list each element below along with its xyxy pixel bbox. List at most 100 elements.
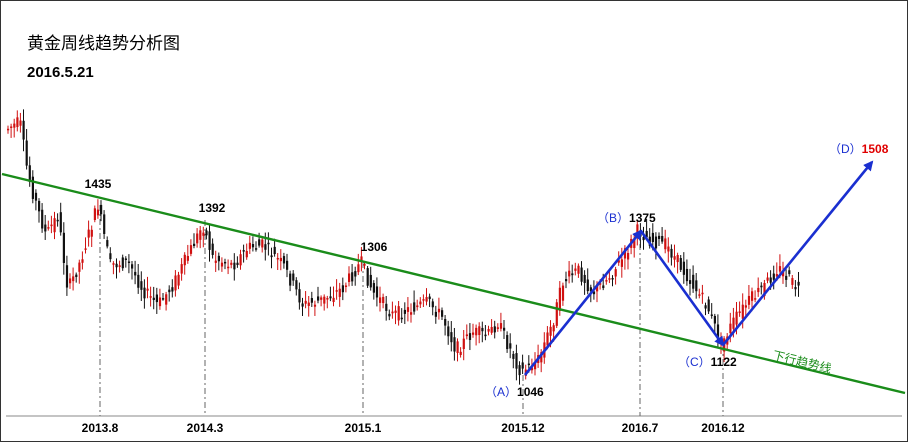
candle	[233, 253, 236, 281]
candle	[127, 254, 131, 274]
candle-body	[431, 301, 434, 308]
x-axis: 2013.8 2014.3 2015.1 2015.12 2016.7 2016.12	[82, 421, 745, 435]
candle	[797, 271, 800, 297]
candle	[59, 202, 62, 236]
candle	[326, 295, 329, 309]
candle-body	[658, 235, 661, 239]
candle	[25, 128, 28, 170]
candle-body	[379, 297, 382, 303]
candle-body	[732, 317, 735, 329]
candle-body	[503, 327, 506, 331]
candle	[794, 280, 797, 297]
candle-body	[664, 238, 667, 250]
candle-body	[56, 219, 59, 222]
candle-body	[623, 248, 627, 259]
candle	[84, 237, 87, 254]
candle	[413, 290, 416, 315]
candle	[667, 237, 670, 263]
candle	[627, 247, 630, 270]
candle-body	[230, 262, 233, 265]
x-tick-label: 2015.12	[501, 421, 545, 435]
candle	[670, 244, 673, 266]
candle	[394, 305, 397, 325]
candle	[56, 213, 59, 227]
candle	[428, 293, 431, 307]
candle	[270, 247, 273, 269]
candle-body	[261, 239, 264, 248]
wave-arrow	[721, 160, 874, 346]
candle	[292, 270, 295, 286]
candle	[124, 256, 127, 268]
candle	[689, 268, 692, 296]
candle-body	[205, 230, 208, 236]
candle	[391, 301, 394, 319]
candle-body	[751, 291, 754, 301]
candles	[7, 109, 800, 385]
candle	[338, 282, 341, 307]
candle-body	[162, 298, 165, 300]
candle-body	[490, 326, 493, 333]
candle	[34, 189, 38, 211]
price-label: 1435	[85, 177, 112, 191]
candle	[788, 266, 791, 277]
candle-body	[735, 311, 738, 325]
price-value: 1375	[629, 211, 656, 225]
candle-body	[326, 298, 329, 300]
candle	[13, 118, 16, 138]
candle-body	[7, 128, 10, 131]
candle-body	[44, 224, 47, 232]
candle	[53, 211, 56, 240]
candle	[583, 270, 586, 295]
candle-body	[264, 244, 267, 250]
x-tick-label: 2013.8	[82, 421, 119, 435]
candle-body	[22, 120, 25, 140]
candle-body	[465, 334, 468, 337]
candle-body	[174, 275, 177, 291]
candle-body	[137, 274, 140, 288]
candle-body	[72, 276, 75, 282]
candle	[608, 271, 611, 284]
candle-body	[645, 230, 648, 238]
candle-body	[766, 277, 769, 281]
candle-body	[348, 273, 351, 282]
candle-body	[441, 310, 444, 317]
candle	[410, 303, 413, 323]
candle	[87, 220, 90, 247]
candle	[571, 264, 574, 283]
candle-body	[468, 333, 472, 341]
candle-body	[31, 176, 34, 199]
candle-body	[382, 296, 385, 304]
candle-body	[227, 266, 230, 269]
candle	[348, 266, 351, 287]
candle	[791, 275, 794, 289]
candle-body	[149, 296, 152, 298]
candle-body	[772, 273, 775, 280]
candle	[134, 260, 137, 285]
candle-body	[152, 297, 155, 301]
candle	[282, 252, 286, 269]
candle	[698, 288, 701, 299]
candle	[143, 279, 146, 309]
x-tick-label: 2016.12	[701, 421, 745, 435]
candle	[22, 109, 25, 152]
candle-body	[341, 285, 344, 293]
candle-body	[419, 301, 422, 305]
candle-body	[273, 246, 276, 255]
candle	[701, 284, 704, 304]
candle-body	[738, 311, 741, 313]
candle	[434, 305, 437, 324]
candle-body	[394, 310, 397, 313]
candle	[568, 261, 571, 284]
candle-body	[617, 260, 620, 263]
candle-body	[19, 120, 22, 126]
candle	[307, 295, 310, 317]
candle	[109, 247, 112, 263]
candle	[90, 225, 93, 248]
candle-body	[121, 257, 124, 269]
candle	[586, 268, 589, 295]
candle-body	[403, 309, 406, 314]
candle-body	[670, 248, 673, 258]
candle-body	[100, 204, 103, 215]
candle-body	[459, 351, 462, 355]
candle	[196, 228, 199, 248]
